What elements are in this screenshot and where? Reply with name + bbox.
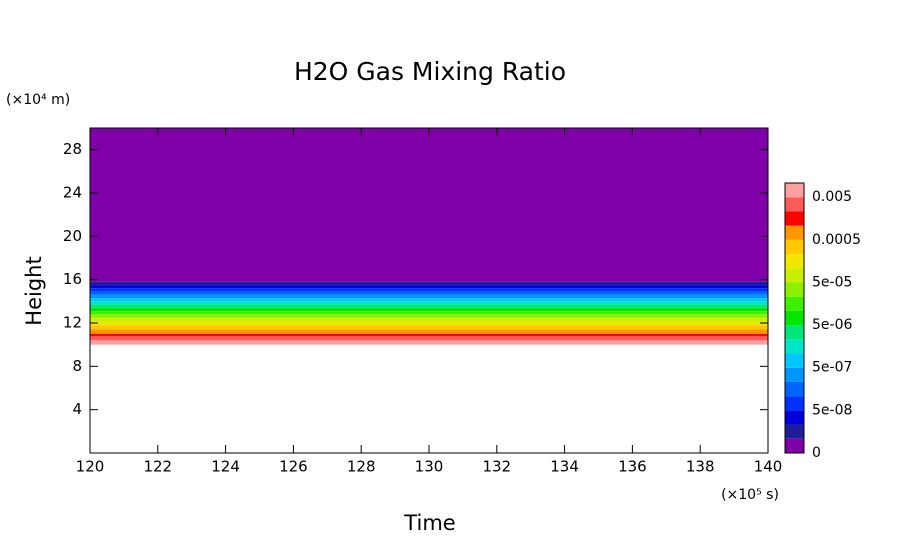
x-tick-label: 124 (211, 458, 240, 476)
colorbar-box (785, 367, 804, 382)
contour-band (90, 314, 768, 318)
colorbar-label: 5e-06 (812, 317, 852, 333)
contour-band (90, 333, 768, 336)
contour-band (90, 307, 768, 312)
contour-band (90, 321, 768, 326)
x-tick-label: 140 (754, 458, 783, 476)
contour-band (90, 294, 768, 299)
x-tick-label: 126 (279, 458, 308, 476)
y-tick-label: 24 (63, 184, 82, 202)
colorbar-box (785, 268, 804, 283)
colorbar-box (785, 282, 804, 297)
colorbar-label: 0 (812, 445, 821, 461)
contour-band (90, 291, 768, 295)
x-tick-label: 128 (347, 458, 376, 476)
colorbar-box (785, 424, 804, 439)
x-unit: (×10⁵ s) (721, 487, 779, 503)
colorbar-frame (784, 182, 805, 454)
colorbar-box (785, 438, 804, 453)
contour-band (90, 298, 768, 302)
colorbar-label: 0.0005 (812, 232, 861, 248)
y-tick-label: 16 (63, 270, 82, 288)
y-unit: (×10⁴ m) (6, 92, 70, 108)
contour-band (90, 317, 768, 322)
colorbar-box (785, 310, 804, 326)
contour-band (90, 329, 768, 334)
x-tick-label: 138 (686, 458, 715, 476)
colorbar-label: 5e-07 (812, 360, 852, 376)
contour-band (90, 285, 768, 289)
colorbar-box (785, 197, 804, 212)
contour-band (90, 128, 768, 282)
colorbar-box (785, 396, 804, 411)
x-tick-label: 136 (618, 458, 647, 476)
colorbar-label: 0.005 (812, 189, 852, 205)
contour-band (90, 336, 768, 341)
colorbar-box (785, 339, 804, 354)
y-tick-label: 8 (72, 357, 82, 375)
contour-band (90, 301, 768, 305)
contour-band (90, 340, 768, 345)
colorbar-box (785, 225, 804, 240)
y-tick-label: 4 (72, 400, 82, 418)
x-tick-label: 134 (550, 458, 579, 476)
contour-band (90, 304, 768, 308)
x-tick-label: 120 (76, 458, 105, 476)
y-tick-label: 28 (63, 140, 82, 158)
colorbar-label: 5e-08 (812, 402, 852, 418)
colorbar-box (785, 183, 804, 198)
colorbar-box (785, 410, 804, 425)
colorbar-box (785, 325, 804, 340)
x-tick-label: 122 (143, 458, 172, 476)
chart-title: H2O Gas Mixing Ratio (294, 57, 566, 86)
x-axis-label: Time (403, 511, 455, 535)
contour-band (90, 311, 768, 315)
y-axis-label: Height (22, 256, 46, 325)
x-tick-label: 130 (415, 458, 444, 476)
y-tick-label: 12 (63, 314, 82, 332)
y-tick-label: 20 (63, 227, 82, 245)
colorbar-box (785, 381, 804, 397)
colorbar-box (785, 254, 804, 269)
colorbar-box (785, 296, 804, 311)
x-tick-label: 132 (482, 458, 511, 476)
colorbar-box (785, 239, 804, 255)
colorbar-box (785, 211, 804, 226)
colorbar-box (785, 353, 804, 368)
contour-band (90, 325, 768, 330)
colorbar-label: 5e-05 (812, 274, 852, 290)
contour-band (90, 288, 768, 292)
contour-band (90, 281, 768, 286)
